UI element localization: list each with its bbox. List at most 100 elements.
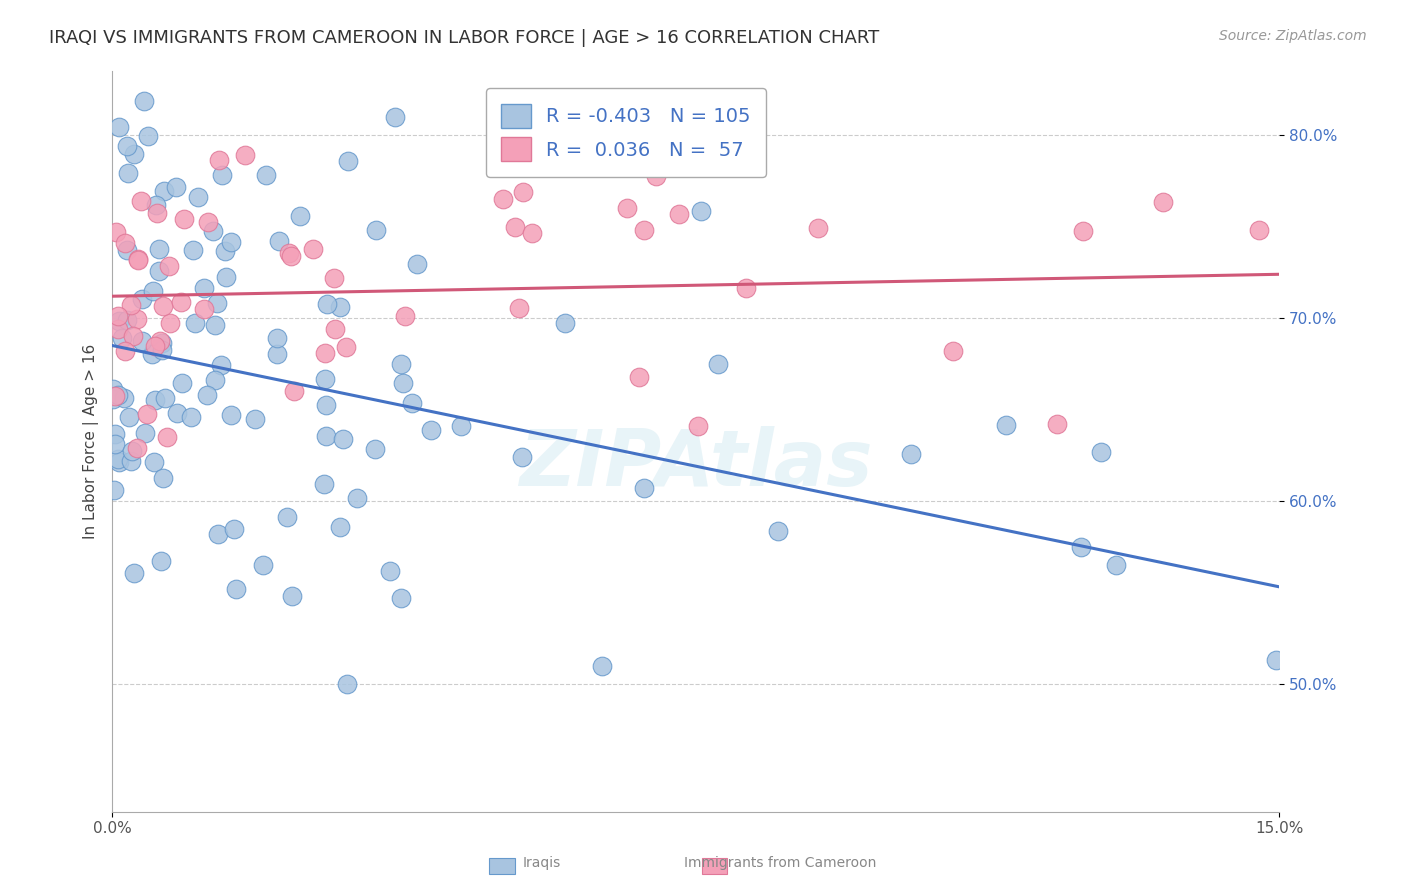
Point (942, 343, 965, 358)
Point (204, 318, 226, 333)
Point (101, 392, 124, 406)
Point (766, 524, 789, 538)
Point (634, 92, 657, 106)
Point (152, 471, 174, 485)
Point (302, 243, 325, 257)
Point (389, 591, 412, 606)
Point (688, 418, 710, 433)
Point (121, 443, 143, 458)
Point (503, 220, 526, 235)
Point (142, 285, 165, 299)
Point (281, 590, 304, 604)
Point (510, 450, 533, 464)
Point (205, 296, 228, 310)
Point (314, 346, 336, 360)
Point (595, 144, 617, 158)
Point (1070, 540, 1092, 554)
Point (522, 226, 544, 240)
Point (419, 423, 441, 437)
Point (141, 346, 163, 360)
Point (127, 252, 149, 267)
Point (112, 391, 135, 405)
Point (266, 331, 288, 345)
Point (323, 322, 346, 336)
Point (252, 558, 274, 572)
Point (148, 243, 170, 257)
Point (131, 292, 153, 306)
Point (115, 139, 138, 153)
Point (1046, 417, 1069, 432)
Point (166, 406, 188, 420)
Point (225, 582, 247, 596)
Point (207, 527, 229, 541)
Point (122, 329, 145, 343)
Point (117, 166, 139, 180)
Point (127, 252, 149, 266)
Point (134, 426, 156, 441)
Point (645, 169, 668, 183)
Point (633, 223, 655, 237)
Point (122, 147, 145, 161)
Legend: R = -0.403   N = 105, R =  0.036   N =  57: R = -0.403 N = 105, R = 0.036 N = 57 (486, 88, 766, 177)
Point (117, 243, 139, 257)
Point (155, 430, 177, 444)
Point (366, 223, 388, 237)
Point (104, 225, 127, 239)
Point (391, 357, 413, 371)
Point (335, 340, 357, 354)
Point (204, 373, 226, 387)
Point (277, 246, 299, 260)
Point (114, 344, 136, 359)
Point (121, 297, 143, 311)
Point (159, 316, 181, 330)
Point (401, 396, 423, 410)
Point (406, 257, 429, 271)
Point (131, 334, 153, 348)
Point (316, 296, 339, 310)
Point (378, 564, 401, 578)
Text: Source: ZipAtlas.com: Source: ZipAtlas.com (1219, 29, 1367, 43)
Point (254, 169, 277, 183)
Point (807, 221, 830, 235)
Point (219, 408, 242, 422)
Point (900, 447, 922, 461)
Point (315, 429, 337, 443)
Point (150, 343, 173, 357)
Point (104, 389, 127, 403)
Point (1264, 653, 1286, 667)
Point (314, 477, 336, 491)
Point (554, 316, 576, 330)
Point (201, 224, 224, 238)
Point (165, 180, 187, 194)
Point (288, 210, 311, 224)
Point (187, 190, 209, 204)
Point (735, 281, 758, 295)
Point (315, 398, 337, 412)
Point (118, 410, 141, 425)
Point (329, 520, 352, 534)
Point (136, 128, 159, 143)
Point (1071, 223, 1094, 237)
Point (195, 388, 218, 402)
Point (150, 554, 173, 568)
Point (143, 392, 166, 407)
Text: ZIPAtlas: ZIPAtlas (519, 425, 873, 502)
Point (107, 388, 129, 402)
Point (214, 244, 236, 258)
Point (107, 120, 129, 134)
Point (994, 417, 1017, 432)
Point (657, 107, 679, 121)
Point (269, 234, 291, 248)
Point (1152, 195, 1174, 210)
Point (193, 301, 215, 316)
Point (214, 270, 236, 285)
Point (104, 436, 127, 450)
Point (143, 339, 166, 353)
Point (219, 235, 242, 250)
Point (1090, 445, 1112, 459)
Point (145, 198, 167, 212)
Point (384, 110, 406, 124)
Point (243, 412, 266, 426)
Point (668, 206, 690, 220)
Point (224, 522, 246, 536)
